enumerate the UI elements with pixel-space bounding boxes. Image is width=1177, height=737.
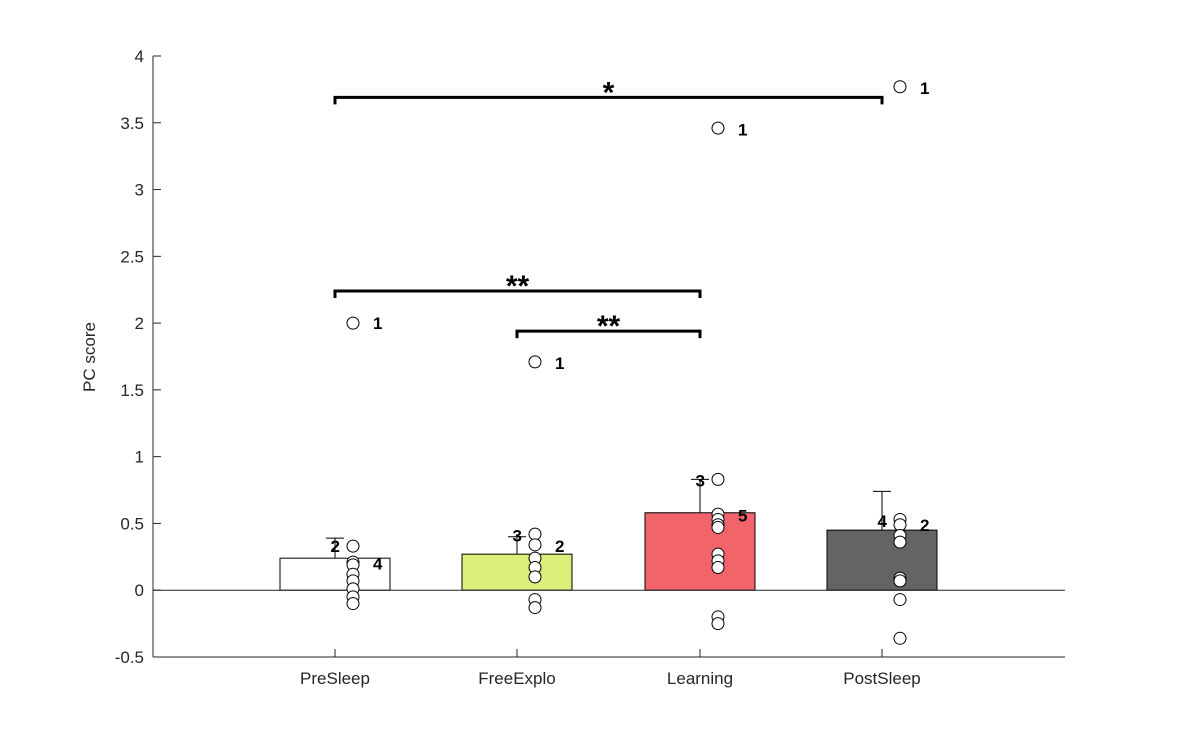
data-point [529,571,541,583]
point-count-label: 3 [513,526,522,545]
point-annotations-group: 2 4 1 3 2 1 3 5 1 4 2 1 [331,79,930,573]
point-count-label: 2 [555,537,564,556]
y-tick-label: 2 [135,314,144,333]
data-point [529,539,541,551]
significance-label: * [603,76,615,109]
y-tick-label: 3.5 [120,114,144,133]
point-count-label: 1 [373,314,382,333]
y-tick-label: 1.5 [120,381,144,400]
data-point [894,594,906,606]
x-tick-label: PreSleep [300,669,370,688]
bars-group [280,513,937,590]
point-count-label: 2 [331,537,340,556]
data-point [347,598,359,610]
error-bars-group [326,479,891,558]
x-tick-label: PostSleep [843,669,921,688]
data-point [712,521,724,533]
data-point [712,122,724,134]
point-count-label: 5 [738,506,747,525]
x-tick-label: Learning [667,669,733,688]
point-count-label: 1 [555,354,564,373]
x-tick-label: FreeExplo [478,669,555,688]
point-count-label: 4 [373,555,383,574]
point-count-label: 3 [696,472,705,491]
x-ticks-group: PreSleep FreeExplo Learning PostSleep [300,649,921,688]
bar-freeexplo [462,554,572,590]
data-point [894,632,906,644]
data-point [712,618,724,630]
y-tick-label: 1 [135,448,144,467]
y-tick-label: 3 [135,181,144,200]
significance-label: ** [597,310,621,343]
y-tick-label: -0.5 [115,648,144,667]
data-point [712,473,724,485]
data-point [894,536,906,548]
y-axis-title: PC score [80,322,99,392]
bar-postsleep [827,530,937,590]
data-point [347,317,359,329]
significance-label: ** [506,270,530,303]
data-point [529,356,541,368]
data-point [894,575,906,587]
y-tick-label: 0 [135,581,144,600]
y-ticks-group: -0.5 0 0.5 1 1.5 2 2.5 3 3.5 4 [115,47,161,667]
point-count-label: 2 [920,516,929,535]
significance-group: ***** [335,76,882,343]
point-count-label: 1 [738,120,747,139]
y-tick-label: 2.5 [120,247,144,266]
data-point [712,562,724,574]
point-count-label: 4 [878,512,888,531]
data-point [347,540,359,552]
y-tick-label: 4 [135,47,144,66]
data-points-group [347,81,906,645]
y-tick-label: 0.5 [120,514,144,533]
point-count-label: 1 [920,79,929,98]
data-point [894,81,906,93]
data-point [529,602,541,614]
